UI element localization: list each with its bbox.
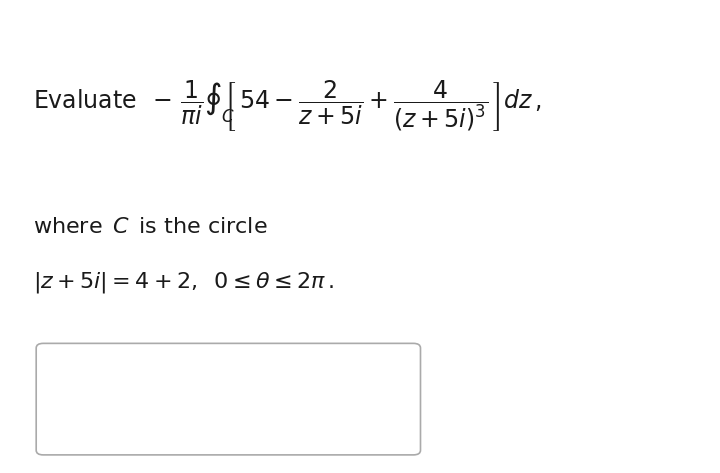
FancyBboxPatch shape bbox=[36, 343, 420, 455]
Text: where $\,C\,$ is the circle: where $\,C\,$ is the circle bbox=[32, 217, 267, 237]
Text: Evaluate $\,-\,\dfrac{1}{\pi i}\oint_C\!\!\left[\,54 - \dfrac{2}{z+5i} + \dfrac{: Evaluate $\,-\,\dfrac{1}{\pi i}\oint_C\!… bbox=[32, 79, 541, 134]
Text: $|z + 5i| = 4 + 2,\;\; 0 \leq \theta \leq 2\pi\,.$: $|z + 5i| = 4 + 2,\;\; 0 \leq \theta \le… bbox=[32, 271, 333, 296]
